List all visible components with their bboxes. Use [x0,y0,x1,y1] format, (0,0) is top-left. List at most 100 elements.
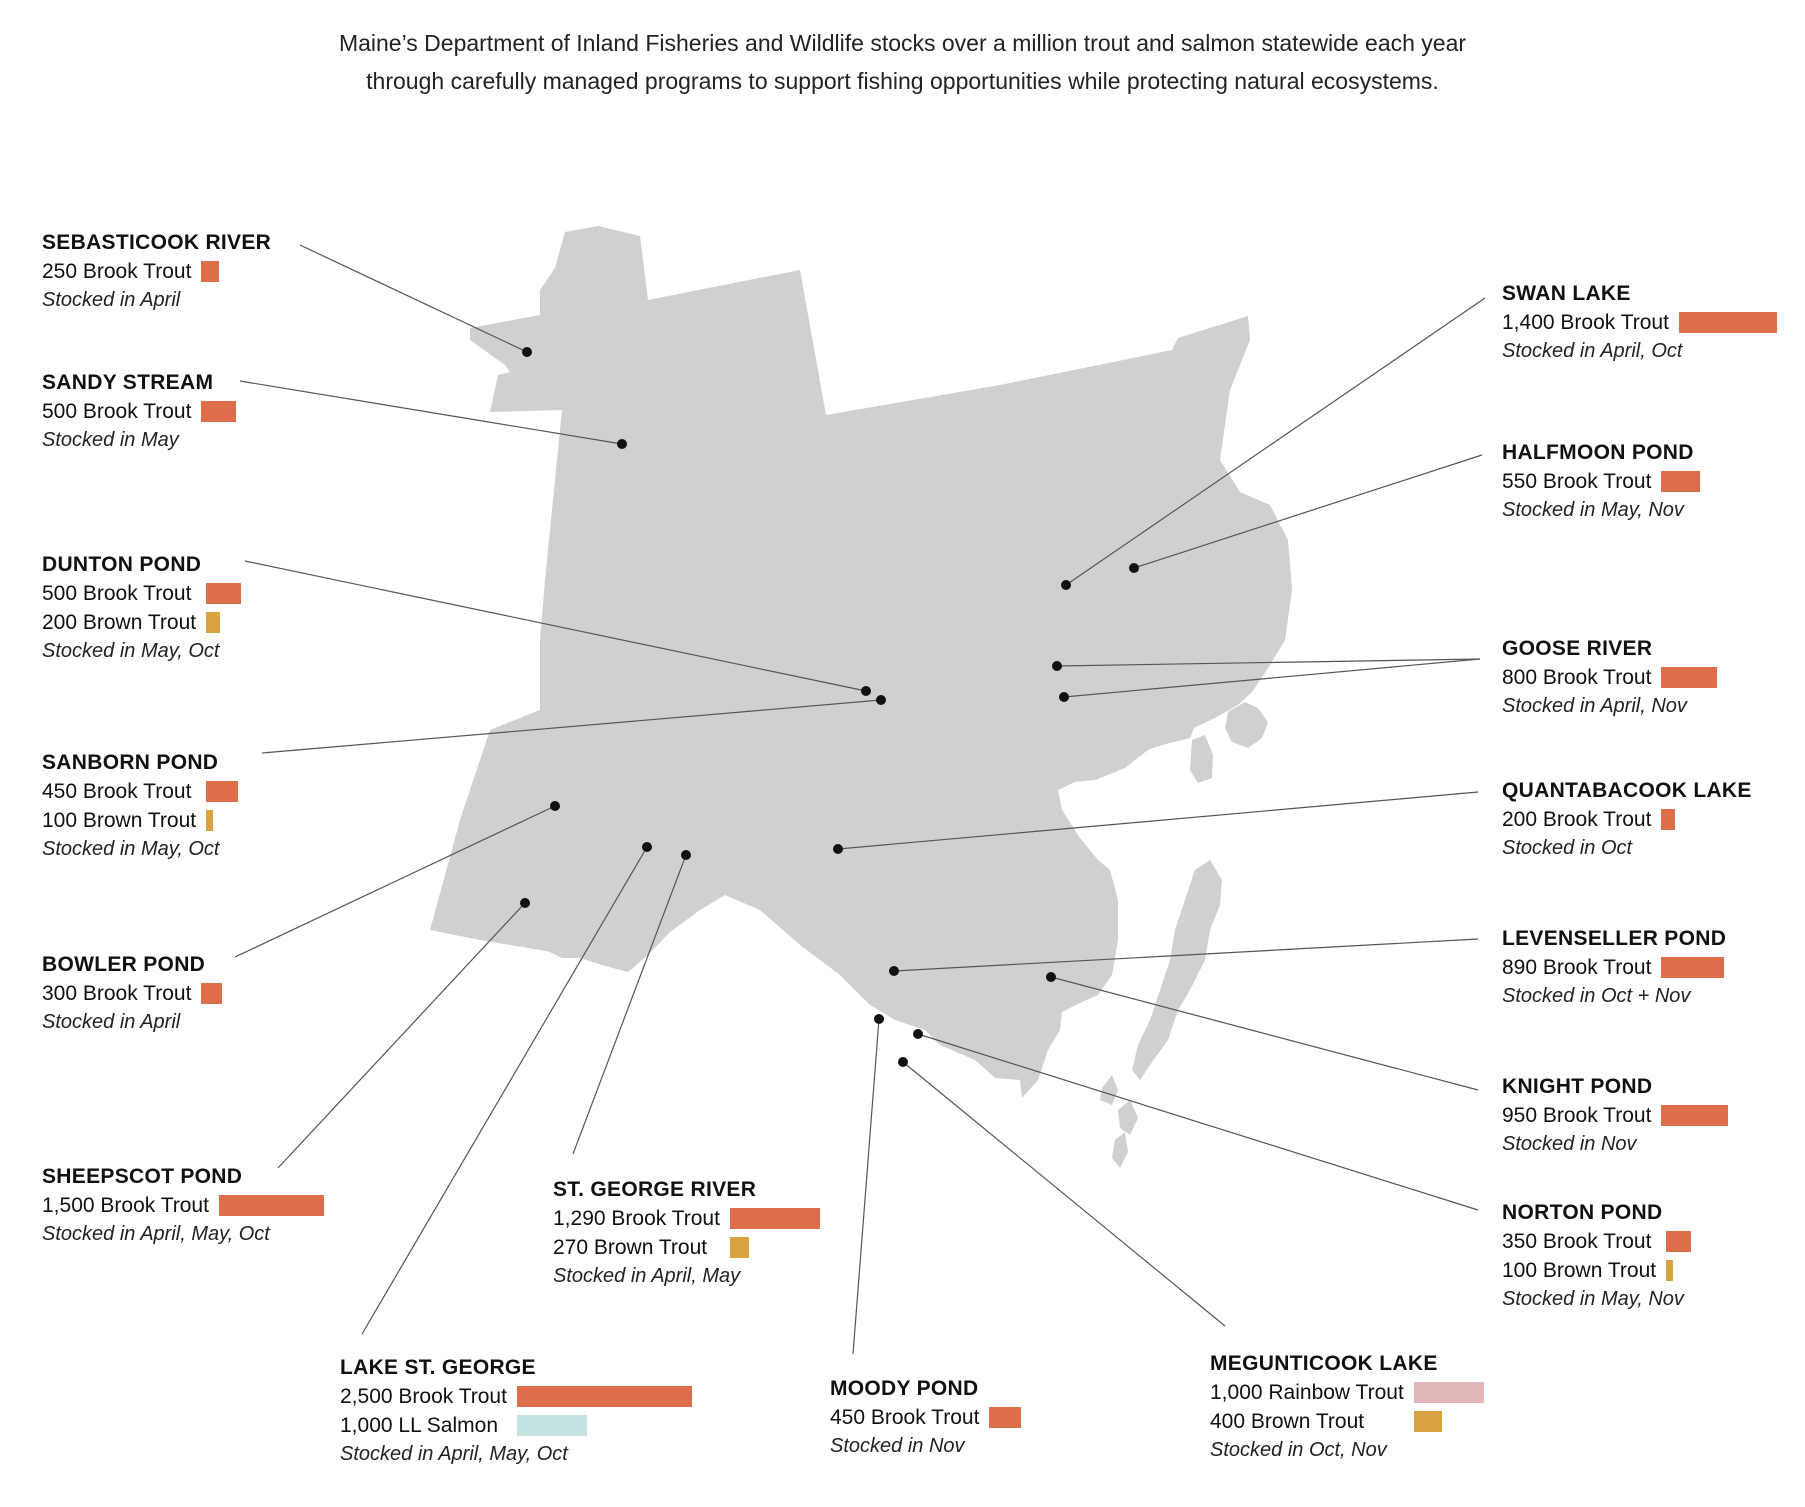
leader-line-quantabacook-lake [837,791,1479,850]
stocking-months: Stocked in May, Nov [1502,1288,1684,1310]
leader-line-st-george-river [572,854,687,1155]
site-swan-lake: SWAN LAKE 1,400 Brook Trout Stocked in Apr… [1502,279,1777,366]
stock-bar-brown-trout [1666,1260,1674,1281]
island-1 [1190,735,1213,783]
stock-row: 450 Brook Trout [42,777,238,806]
stock-label: 1,000 LL Salmon [340,1414,499,1437]
location-dot-knight-pond [1046,972,1056,982]
stock-label: 1,500 Brook Trout [42,1194,209,1217]
location-dot-dunton-pond [861,686,871,696]
site-st-george-river: ST. GEORGE RIVER 1,290 Brook Trout 270 Bro… [553,1175,821,1291]
stocking-months: Stocked in April, Oct [1502,340,1683,362]
stock-row: 450 Brook Trout [830,1403,1021,1432]
site-knight-pond: KNIGHT POND 950 Brook Trout Stocked in Nov [1502,1072,1728,1159]
stock-bar-brown-trout [1413,1411,1442,1432]
stock-label: 500 Brook Trout [42,582,192,605]
location-dot-megunticook-lake [898,1057,908,1067]
site-name: LEVENSELLER POND [1502,927,1727,950]
stocking-months: Stocked in Oct, Nov [1210,1439,1387,1461]
site-name: SANDY STREAM [42,371,214,394]
leader-line-sebasticook-river [299,244,528,353]
leader-line-goose-river [1056,658,1481,667]
stocking-months: Stocked in Oct [1502,837,1633,859]
site-name: MOODY POND [830,1377,979,1400]
leader-line-sanborn-pond [261,699,882,754]
stocking-months: Stocked in May, Oct [42,838,220,860]
stock-row: 250 Brook Trout [42,257,271,286]
location-dot-bowler-pond [550,801,560,811]
site-name: MEGUNTICOOK LAKE [1210,1352,1438,1375]
stock-label: 2,500 Brook Trout [340,1385,507,1408]
location-dot-goose-river [1059,692,1069,702]
stocking-months: Stocked in April [42,1011,181,1033]
stock-label: 100 Brown Trout [1502,1259,1657,1282]
island-3 [1132,860,1222,1080]
stock-label: 550 Brook Trout [1502,470,1652,493]
site-name: DUNTON POND [42,553,202,576]
location-dot-sheepscot-pond [520,898,530,908]
stock-label: 1,400 Brook Trout [1502,311,1669,334]
stock-bar-brook-trout [1661,471,1700,492]
stock-label: 200 Brook Trout [1502,808,1652,831]
stocking-months: Stocked in April, May, Oct [340,1443,568,1465]
location-dot-sandy-stream [617,439,627,449]
leader-line-halfmoon-pond [1133,454,1483,569]
site-name: HALFMOON POND [1502,441,1694,464]
stock-row: 300 Brook Trout [42,979,223,1008]
stock-row: 100 Brown Trout [1502,1256,1691,1285]
leader-line-swan-lake [1065,297,1486,586]
location-dot-moody-pond [874,1014,884,1024]
stock-row: 1,500 Brook Trout [42,1191,324,1220]
location-dot-sebasticook-river [522,347,532,357]
location-dot-swan-lake [1061,580,1071,590]
stock-bar-brook-trout [1678,312,1777,333]
leader-line-norton-pond [917,1033,1479,1211]
stocking-months: Stocked in April, May, Oct [42,1223,270,1245]
site-sandy-stream: SANDY STREAM 500 Brook Trout Stocked in Ma… [42,368,237,455]
site-sheepscot-pond: SHEEPSCOT POND 1,500 Brook Trout Stocked i… [42,1162,324,1249]
stock-row: 1,400 Brook Trout [1502,308,1777,337]
stocking-months: Stocked in May, Nov [1502,499,1684,521]
stock-label: 250 Brook Trout [42,260,192,283]
stock-row: 400 Brown Trout [1210,1407,1484,1436]
location-dot-st-george-river [681,850,691,860]
stocking-months: Stocked in May, Oct [42,640,220,662]
location-dots [520,347,1139,1067]
location-dot-levenseller-pond [889,966,899,976]
stock-bar-brown-trout [206,612,221,633]
location-dot-sanborn-pond [876,695,886,705]
stocking-months: Stocked in April, Nov [1502,695,1687,717]
site-lake-st-george: LAKE ST. GEORGE 2,500 Brook Trout 1,000 LL… [340,1353,692,1469]
site-name: SEBASTICOOK RIVER [42,231,272,254]
site-name: LAKE ST. GEORGE [340,1356,536,1379]
stocking-months: Stocked in Nov [830,1435,965,1457]
location-dot-halfmoon-pond [1129,563,1139,573]
leader-lines [234,244,1486,1355]
stock-label: 200 Brown Trout [42,611,197,634]
stock-bar-brook-trout [1661,809,1676,830]
stock-row: 1,000 Rainbow Trout [1210,1378,1484,1407]
intro-line-2: through carefully managed programs to su… [366,68,1439,94]
stock-row: 350 Brook Trout [1502,1227,1691,1256]
leader-line-sheepscot-pond [277,902,526,1169]
site-name: GOOSE RIVER [1502,637,1653,660]
stock-row: 200 Brook Trout [1502,805,1752,834]
stock-label: 950 Brook Trout [1502,1104,1652,1127]
stock-bar-brook-trout [1661,1105,1728,1126]
stock-row: 550 Brook Trout [1502,467,1700,496]
site-name: SWAN LAKE [1502,282,1631,305]
intro-line-1: Maine’s Department of Inland Fisheries a… [338,30,1467,56]
stocking-months: Stocked in May [42,429,179,451]
stock-row: 500 Brook Trout [42,397,237,426]
stock-label: 350 Brook Trout [1502,1230,1652,1253]
leader-line-dunton-pond [244,560,867,692]
island-2 [1225,702,1268,748]
stock-bar-ll-salmon [516,1415,587,1436]
stock-label: 400 Brown Trout [1210,1410,1365,1433]
leader-line-megunticook-lake [902,1061,1226,1327]
leader-line-moody-pond [852,1018,880,1355]
stock-row: 950 Brook Trout [1502,1101,1728,1130]
site-megunticook-lake: MEGUNTICOOK LAKE 1,000 Rainbow Trout 400 B… [1210,1349,1484,1465]
leader-line-lake-st-george [361,846,648,1335]
